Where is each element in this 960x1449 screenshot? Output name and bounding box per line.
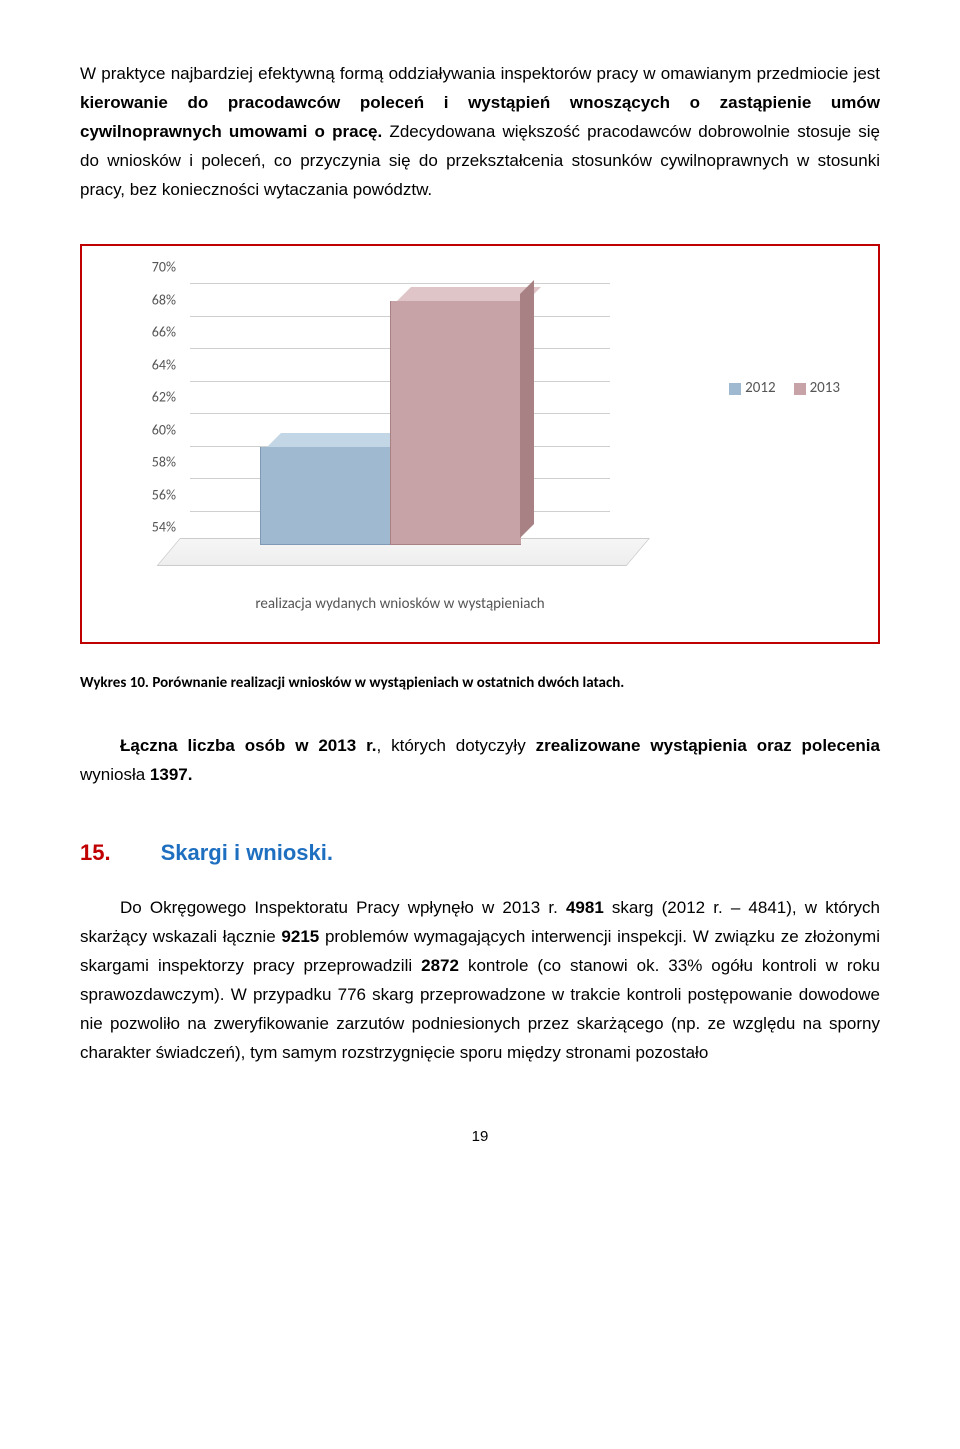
chart-y-tick: 60%: [130, 421, 176, 438]
chart-y-tick: 58%: [130, 454, 176, 471]
chart-y-tick: 64%: [130, 356, 176, 373]
chart-y-tick: 56%: [130, 486, 176, 503]
paragraph-1: W praktyce najbardziej efektywną formą o…: [80, 60, 880, 204]
section-title: Skargi i wnioski.: [161, 840, 333, 865]
chart-x-label: realizacja wydanych wniosków w wystąpien…: [190, 595, 610, 615]
chart-y-tick: 62%: [130, 389, 176, 406]
chart-bar: [390, 301, 520, 545]
paragraph-3: Do Okręgowego Inspektoratu Pracy wpłynęł…: [80, 894, 880, 1067]
chart-y-axis: 70%68%66%64%62%60%58%56%54%: [130, 284, 180, 544]
chart-caption: Wykres 10. Porównanie realizacji wnioskó…: [80, 674, 880, 692]
chart-bar-group: [260, 301, 520, 545]
section-heading: 15. Skargi i wnioski.: [80, 840, 880, 866]
chart-bar: [260, 447, 390, 545]
legend-label: 2012: [745, 379, 775, 397]
legend-swatch: [794, 383, 806, 395]
legend-label: 2013: [810, 379, 840, 397]
chart-y-tick: 66%: [130, 324, 176, 341]
chart-y-tick: 68%: [130, 291, 176, 308]
paragraph-2: Łączna liczba osób w 2013 r., których do…: [80, 732, 880, 790]
chart-container: 70% 68% 66% 64% 62% 60% 58% 56% 54% realizacja w…: [80, 244, 880, 644]
page-number: 19: [80, 1128, 880, 1145]
legend-item: 2012: [729, 379, 775, 397]
legend-item: 2013: [794, 379, 840, 397]
page: W praktyce najbardziej efektywną formą o…: [0, 0, 960, 1185]
chart: 70% 68% 66% 64% 62% 60% 58% 56% 54% realizacja w…: [90, 254, 870, 634]
chart-plot-area: [190, 284, 610, 544]
section-number: 15.: [80, 840, 111, 865]
chart-y-tick: 70%: [130, 259, 176, 276]
chart-legend: 2012 2013: [729, 379, 840, 397]
legend-swatch: [729, 383, 741, 395]
chart-y-tick: 54%: [130, 519, 176, 536]
